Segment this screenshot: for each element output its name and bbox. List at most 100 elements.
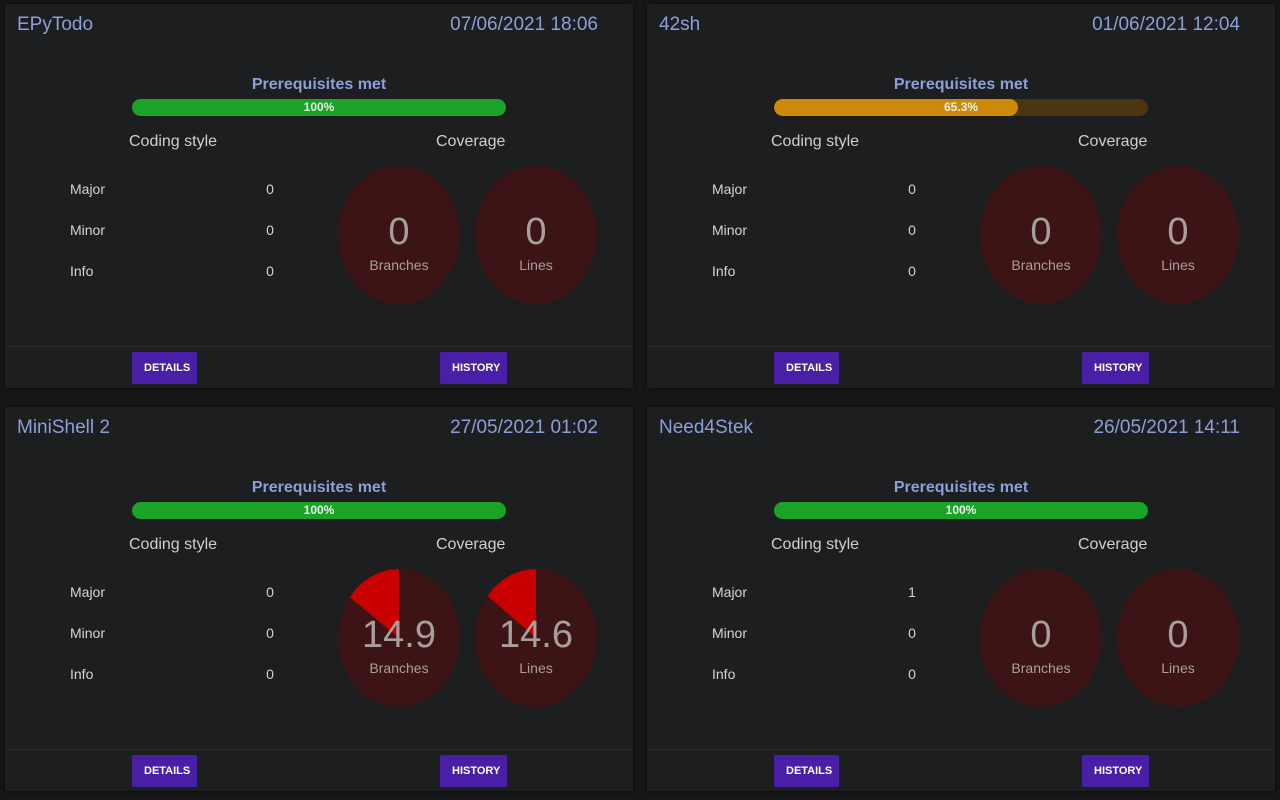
- project-date: 01/06/2021 12:04: [1092, 14, 1240, 35]
- branches-gauge-chart: [980, 569, 1102, 707]
- branches-gauge-chart: [980, 166, 1102, 304]
- branches-coverage-value: 0: [388, 211, 410, 253]
- info-label: Info: [70, 666, 94, 682]
- prerequisites-label: Prerequisites met: [893, 76, 1029, 93]
- prerequisites-progress-bar: 100%: [132, 99, 506, 116]
- history-button[interactable]: HISTORY: [440, 755, 507, 787]
- branches-coverage-gauge: 14.9 Branches: [338, 569, 460, 707]
- minor-count: 0: [266, 625, 274, 641]
- minor-count: 0: [908, 222, 916, 238]
- info-count: 0: [266, 263, 274, 279]
- prerequisites-label: Prerequisites met: [893, 479, 1029, 496]
- prerequisites-progress-bar: 100%: [132, 502, 506, 519]
- branches-coverage-value: 0: [1030, 211, 1052, 253]
- minor-count: 0: [908, 625, 916, 641]
- info-count: 0: [908, 263, 916, 279]
- branches-coverage-label: Branches: [369, 660, 429, 676]
- branches-coverage-label: Branches: [369, 257, 429, 273]
- coverage-heading: Coverage: [436, 536, 506, 553]
- lines-gauge-background: [1117, 569, 1239, 707]
- details-button[interactable]: DETAILS: [774, 352, 839, 384]
- lines-coverage-gauge: 0 Lines: [475, 166, 597, 304]
- project-card: 42sh 01/06/2021 12:04 Prerequisites met …: [647, 4, 1275, 388]
- branches-coverage-gauge: 0 Branches: [980, 166, 1102, 304]
- project-title[interactable]: Need4Stek: [659, 417, 754, 438]
- prerequisites-label: Prerequisites met: [251, 479, 387, 496]
- minor-label: Minor: [712, 625, 748, 641]
- minor-label: Minor: [712, 222, 748, 238]
- details-button[interactable]: DETAILS: [132, 352, 197, 384]
- branches-coverage-gauge: 0 Branches: [338, 166, 460, 304]
- info-count: 0: [266, 666, 274, 682]
- minor-label: Minor: [70, 222, 106, 238]
- project-title[interactable]: EPyTodo: [17, 14, 94, 35]
- project-title[interactable]: MiniShell 2: [17, 417, 110, 438]
- branches-gauge-background: [980, 569, 1102, 707]
- major-count: 0: [908, 181, 916, 197]
- info-label: Info: [70, 263, 94, 279]
- coding-style-heading: Coding style: [771, 536, 860, 553]
- project-card: Need4Stek 26/05/2021 14:11 Prerequisites…: [647, 407, 1275, 791]
- project-card: MiniShell 2 27/05/2021 01:02 Prerequisit…: [5, 407, 633, 791]
- lines-gauge-chart: [475, 166, 597, 304]
- prerequisites-percent: 100%: [303, 100, 335, 114]
- lines-coverage-label: Lines: [519, 257, 553, 273]
- info-label: Info: [712, 666, 736, 682]
- card-divider: [5, 749, 633, 750]
- lines-coverage-label: Lines: [1161, 257, 1195, 273]
- lines-gauge-chart: [1117, 569, 1239, 707]
- lines-coverage-value: 0: [525, 211, 547, 253]
- prerequisites-percent: 65.3%: [943, 100, 979, 114]
- branches-gauge-slice: [349, 569, 399, 638]
- lines-coverage-label: Lines: [519, 660, 553, 676]
- prerequisites-progress-fill: [132, 99, 506, 116]
- history-button[interactable]: HISTORY: [1082, 352, 1149, 384]
- prerequisites-progress-fill: [774, 502, 1148, 519]
- major-label: Major: [70, 584, 106, 600]
- branches-coverage-label: Branches: [1011, 257, 1071, 273]
- branches-gauge-chart: [338, 166, 460, 304]
- lines-gauge-chart: [1117, 166, 1239, 304]
- major-count: 1: [908, 584, 916, 600]
- prerequisites-progress-bar: 100%: [774, 502, 1148, 519]
- lines-coverage-gauge: 0 Lines: [1117, 569, 1239, 707]
- project-card: EPyTodo 07/06/2021 18:06 Prerequisites m…: [5, 4, 633, 388]
- history-button[interactable]: HISTORY: [1082, 755, 1149, 787]
- prerequisites-percent: 100%: [945, 503, 977, 517]
- lines-coverage-gauge: 14.6 Lines: [475, 569, 597, 707]
- prerequisites-progress-bar: 65.3%: [774, 99, 1148, 116]
- coverage-heading: Coverage: [1078, 133, 1148, 150]
- prerequisites-progress-fill: [132, 502, 506, 519]
- lines-gauge-chart: [475, 569, 597, 707]
- branches-gauge-background: [338, 166, 460, 304]
- coding-style-heading: Coding style: [129, 133, 218, 150]
- details-button[interactable]: DETAILS: [132, 755, 197, 787]
- coding-style-heading: Coding style: [771, 133, 860, 150]
- coverage-heading: Coverage: [436, 133, 506, 150]
- project-date: 27/05/2021 01:02: [450, 417, 598, 438]
- project-date: 26/05/2021 14:11: [1093, 417, 1240, 438]
- details-button[interactable]: DETAILS: [774, 755, 839, 787]
- project-title[interactable]: 42sh: [659, 14, 701, 35]
- lines-coverage-value: 14.6: [499, 614, 573, 656]
- branches-coverage-value: 14.9: [362, 614, 436, 656]
- major-label: Major: [712, 181, 748, 197]
- minor-label: Minor: [70, 625, 106, 641]
- card-divider: [647, 346, 1275, 347]
- card-divider: [5, 346, 633, 347]
- info-count: 0: [908, 666, 916, 682]
- coding-style-heading: Coding style: [129, 536, 218, 553]
- branches-coverage-label: Branches: [1011, 660, 1071, 676]
- prerequisites-percent: 100%: [303, 503, 335, 517]
- prerequisites-label: Prerequisites met: [251, 76, 387, 93]
- branches-gauge-background: [980, 166, 1102, 304]
- project-date: 07/06/2021 18:06: [450, 14, 598, 35]
- lines-coverage-label: Lines: [1161, 660, 1195, 676]
- lines-coverage-gauge: 0 Lines: [1117, 166, 1239, 304]
- major-count: 0: [266, 584, 274, 600]
- branches-coverage-value: 0: [1030, 614, 1052, 656]
- history-button[interactable]: HISTORY: [440, 352, 507, 384]
- major-label: Major: [70, 181, 106, 197]
- card-divider: [647, 749, 1275, 750]
- branches-coverage-gauge: 0 Branches: [980, 569, 1102, 707]
